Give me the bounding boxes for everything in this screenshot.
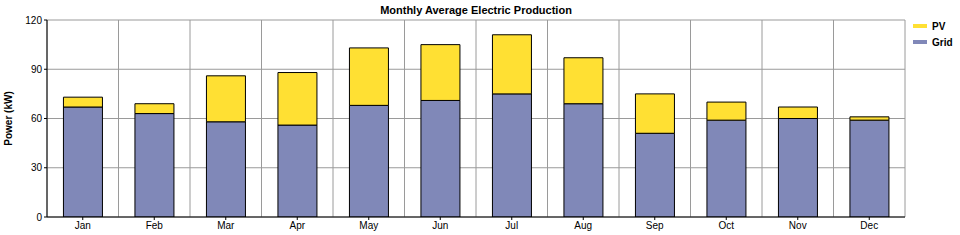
svg-text:Oct: Oct — [718, 220, 734, 231]
svg-text:Sep: Sep — [646, 220, 664, 231]
svg-text:Apr: Apr — [289, 220, 305, 231]
svg-text:Feb: Feb — [146, 220, 164, 231]
svg-text:90: 90 — [31, 64, 43, 75]
svg-text:0: 0 — [36, 212, 42, 223]
svg-text:30: 30 — [31, 162, 43, 173]
html-text:Grid: Grid — [932, 36, 953, 48]
svg-text:60: 60 — [31, 113, 43, 124]
html-text:Monthly Average Electric Produ: Monthly Average Electric Production — [380, 4, 572, 16]
svg-text:May: May — [359, 220, 378, 231]
svg-text:Aug: Aug — [574, 220, 592, 231]
svg-text:120: 120 — [25, 15, 42, 26]
svg-text:Jun: Jun — [432, 220, 448, 231]
html-text:PV: PV — [932, 20, 946, 32]
svg-text:Mar: Mar — [217, 220, 235, 231]
svg-text:Dec: Dec — [860, 220, 878, 231]
svg-text:Jul: Jul — [505, 220, 518, 231]
svg-text:Nov: Nov — [789, 220, 807, 231]
svg-text:Jan: Jan — [75, 220, 91, 231]
svg-text:Power (kW): Power (kW) — [8, 91, 14, 145]
